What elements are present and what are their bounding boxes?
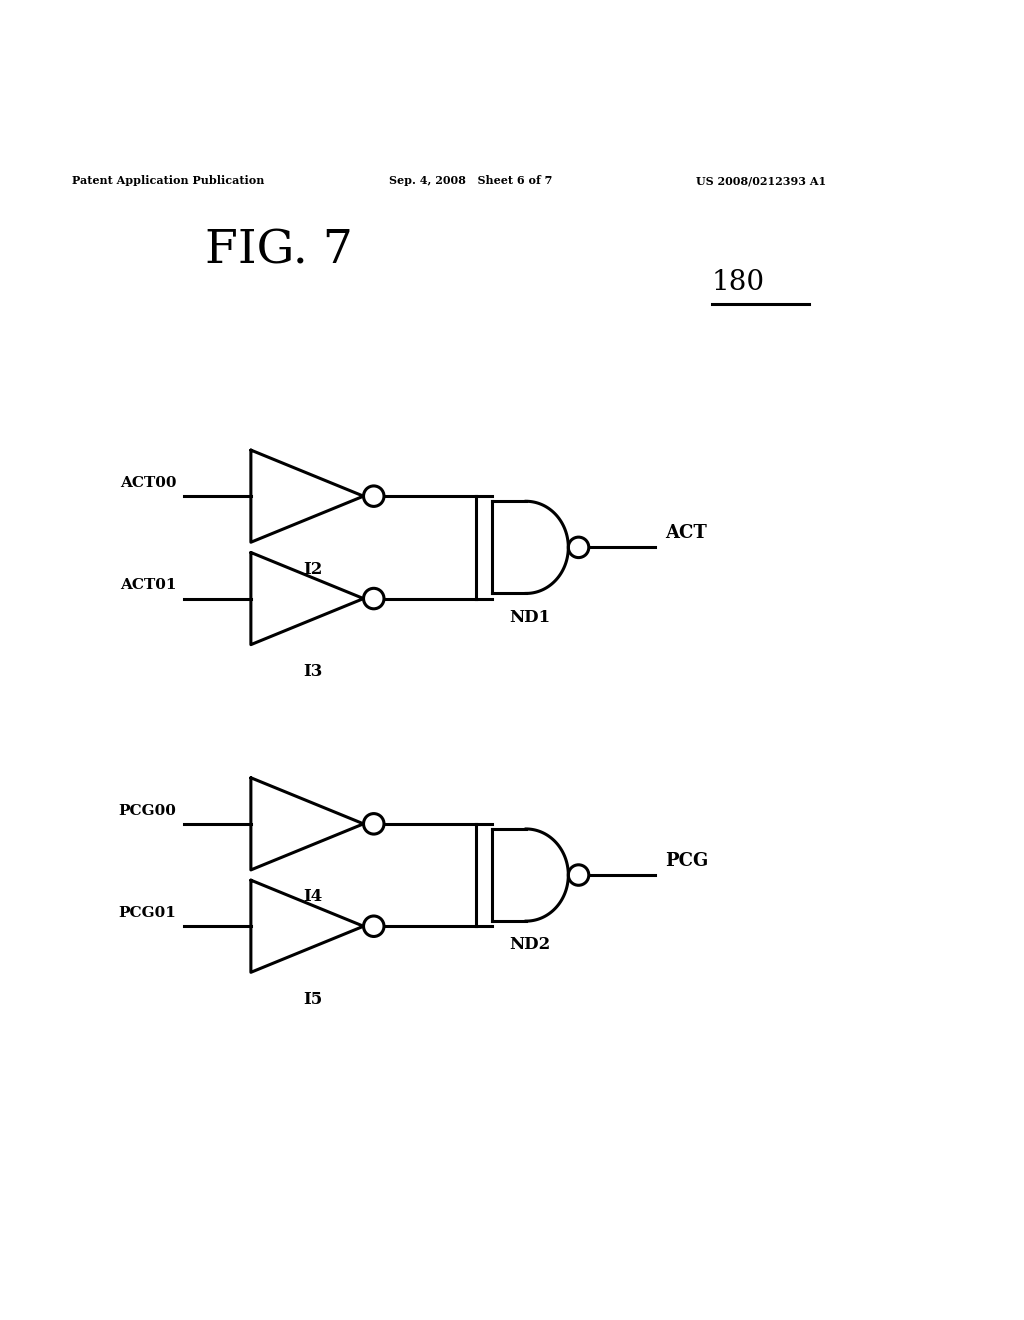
Text: I3: I3 bbox=[303, 663, 323, 680]
Text: ACT01: ACT01 bbox=[120, 578, 176, 593]
Text: PCG00: PCG00 bbox=[118, 804, 176, 817]
Text: Sep. 4, 2008   Sheet 6 of 7: Sep. 4, 2008 Sheet 6 of 7 bbox=[389, 176, 553, 186]
Text: Patent Application Publication: Patent Application Publication bbox=[72, 176, 264, 186]
Text: I5: I5 bbox=[303, 991, 323, 1007]
Text: FIG. 7: FIG. 7 bbox=[205, 228, 352, 273]
Text: PCG01: PCG01 bbox=[118, 906, 176, 920]
Text: ND2: ND2 bbox=[509, 936, 551, 953]
Text: I4: I4 bbox=[303, 888, 323, 906]
Text: 180: 180 bbox=[712, 269, 765, 297]
Text: PCG: PCG bbox=[666, 851, 709, 870]
Text: US 2008/0212393 A1: US 2008/0212393 A1 bbox=[696, 176, 826, 186]
Text: I2: I2 bbox=[303, 561, 323, 578]
Text: ACT00: ACT00 bbox=[120, 477, 176, 490]
Text: ND1: ND1 bbox=[509, 609, 551, 626]
Text: ACT: ACT bbox=[666, 524, 708, 543]
